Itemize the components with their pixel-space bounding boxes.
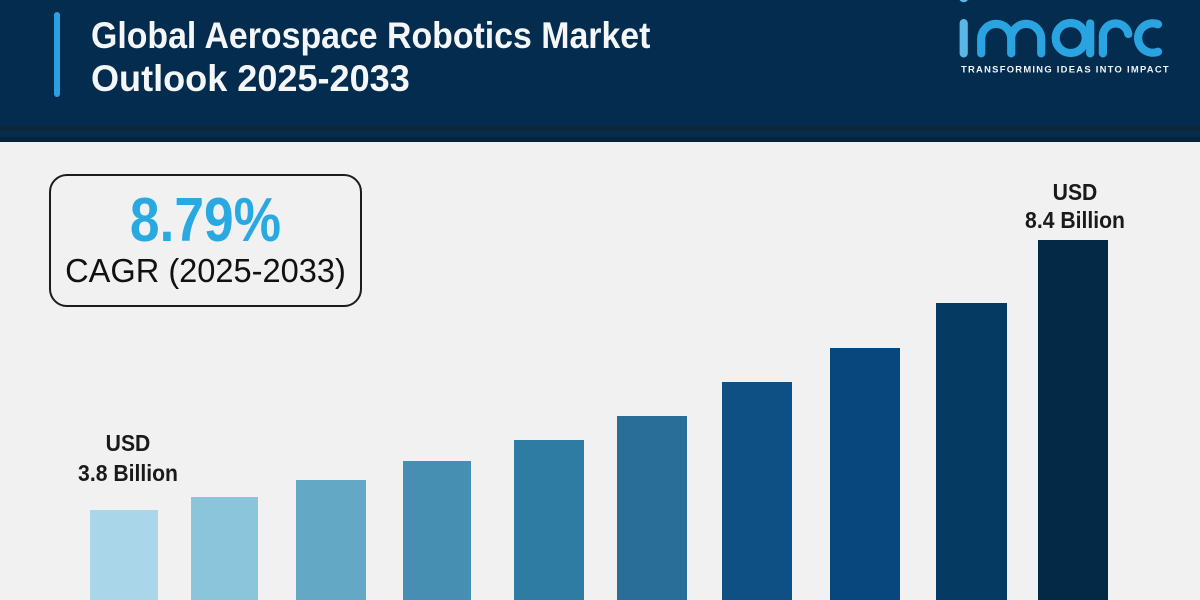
svg-text:TRANSFORMING IDEAS INTO IMPACT: TRANSFORMING IDEAS INTO IMPACT xyxy=(961,64,1170,75)
